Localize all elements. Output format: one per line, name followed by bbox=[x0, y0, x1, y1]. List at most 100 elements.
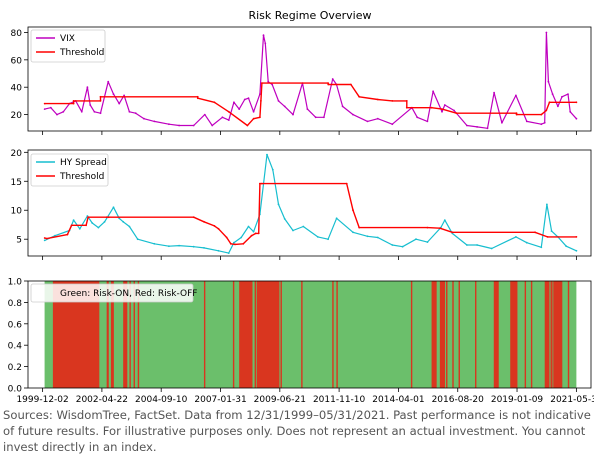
x-tick-label: 2004-09-10 bbox=[135, 395, 188, 405]
hy-spread-line-point bbox=[525, 241, 528, 244]
vix-legend-label: VIX bbox=[60, 34, 75, 44]
vix-line-point bbox=[416, 116, 419, 119]
risk-off-span bbox=[336, 281, 338, 388]
vix-line-point bbox=[432, 90, 434, 93]
hy-spread-line-point bbox=[327, 238, 329, 241]
hy-threshold-line-point bbox=[451, 231, 454, 234]
risk-off-span bbox=[256, 281, 280, 388]
x-tick-label: 2011-11-10 bbox=[313, 395, 366, 405]
x-tick-label: 2007-01-31 bbox=[194, 395, 246, 405]
x-tick-label: 2016-08-20 bbox=[432, 395, 485, 405]
risk-off-span bbox=[530, 281, 533, 388]
hy-threshold-line-point bbox=[45, 237, 48, 240]
vix-threshold-line-point bbox=[391, 100, 394, 102]
y-tick-label: 15 bbox=[11, 178, 22, 188]
hy-threshold-line-point bbox=[345, 182, 348, 185]
regime-plot-frame bbox=[27, 280, 592, 389]
hy-threshold-line-point bbox=[546, 236, 549, 238]
vix-line-point bbox=[292, 113, 294, 116]
y-tick-label: 20 bbox=[11, 111, 23, 121]
vix-line-point bbox=[551, 93, 554, 95]
vix-threshold-line-point bbox=[430, 106, 433, 109]
hy-plot-frame bbox=[27, 149, 592, 257]
hy-spread-line-point bbox=[476, 244, 478, 246]
vix-line-point bbox=[221, 116, 224, 119]
vix-line-point bbox=[545, 31, 548, 34]
vix-line-point bbox=[262, 34, 265, 37]
risk-off-span bbox=[110, 281, 114, 388]
hy-threshold-line-point bbox=[107, 216, 110, 219]
hy-threshold-line-point bbox=[439, 227, 441, 230]
vix-threshold-line-point bbox=[358, 95, 361, 98]
vix-y-axis: 20 40 60 80 bbox=[11, 29, 28, 121]
regime-y-axis: 0.0 0.2 0.4 0.6 0.8 1.0 bbox=[8, 278, 28, 395]
hy-spread-line-point bbox=[352, 231, 354, 234]
hy-spread-line-point bbox=[112, 206, 115, 209]
vix-panel: 20 40 60 80 VIX Threshold bbox=[11, 26, 592, 132]
risk-off-span bbox=[232, 281, 235, 388]
vix-line-point bbox=[441, 110, 443, 113]
vix-line bbox=[44, 31, 577, 129]
vix-threshold-line-point bbox=[72, 100, 75, 102]
risk-off-span bbox=[446, 281, 448, 388]
vix-threshold-line-point bbox=[515, 112, 518, 115]
date-x-axis: 1999-12-02 2002-04-22 2004-09-10 2007-01-31… bbox=[16, 131, 594, 405]
vix-line-point bbox=[168, 123, 170, 126]
hy-spread-line-point bbox=[217, 249, 220, 252]
hy-spread-line-point bbox=[247, 225, 250, 228]
hy-spread-line-point bbox=[153, 242, 156, 245]
vix-line-point bbox=[561, 95, 563, 98]
hy-threshold-line-point bbox=[217, 227, 220, 230]
vix-line-point bbox=[227, 119, 230, 121]
x-tick-label: 2002-04-22 bbox=[76, 395, 128, 405]
hy-spread-line-point bbox=[233, 241, 235, 244]
vix-threshold-line-point bbox=[455, 112, 458, 115]
risk-off-span bbox=[567, 281, 570, 388]
x-tick-label: 2021-05-31 bbox=[550, 395, 594, 405]
hy-spread-line-point bbox=[565, 245, 568, 248]
risk-off-span bbox=[137, 281, 140, 388]
hy-spread-line-point bbox=[283, 218, 286, 220]
vix-line-point bbox=[99, 112, 102, 115]
hy-spread-line-point bbox=[227, 252, 230, 255]
risk-off-span bbox=[452, 281, 454, 388]
hy-spread-line-point bbox=[546, 203, 548, 206]
vix-line-point bbox=[323, 116, 325, 119]
risk-off-span bbox=[431, 281, 437, 388]
vix-threshold-line-point bbox=[441, 108, 443, 110]
hy-spread-line-point bbox=[122, 220, 125, 223]
vix-line-point bbox=[259, 93, 261, 95]
regime-panel: 0.0 0.2 0.4 0.6 0.8 1.0 Green: Risk-ON, Red: … bbox=[8, 278, 592, 395]
hy-threshold-line-point bbox=[250, 234, 253, 237]
vix-threshold-line-point bbox=[99, 95, 102, 98]
hy-threshold-line-point bbox=[358, 226, 361, 229]
vix-threshold-line-point bbox=[261, 82, 263, 84]
vix-threshold-line-point bbox=[260, 100, 262, 102]
hy-threshold-line-point bbox=[203, 220, 205, 223]
hy-spread-line-point bbox=[136, 238, 139, 241]
vix-threshold-line-point bbox=[252, 117, 255, 120]
hy-spread-panel: 5 10 15 20 HY Spread Threshold bbox=[11, 149, 592, 257]
source-note: Sources: WisdomTree, FactSet. Data from … bbox=[3, 408, 591, 454]
vix-line-point bbox=[128, 110, 131, 113]
hy-spread-line-point bbox=[240, 236, 243, 239]
hy-spread-line-point bbox=[401, 245, 404, 248]
y-tick-label: 0.2 bbox=[8, 363, 22, 373]
hy-spread-line-point bbox=[415, 238, 417, 241]
hy-spread-line-point bbox=[391, 244, 394, 246]
hy-spread-line-point bbox=[540, 246, 543, 249]
vix-line-point bbox=[493, 91, 495, 94]
vix-line-point bbox=[515, 94, 517, 97]
hy-spread-line-point bbox=[266, 153, 268, 156]
hy-threshold-line-point bbox=[225, 236, 228, 239]
vix-line-point bbox=[501, 121, 503, 124]
vix-line-point bbox=[391, 123, 394, 126]
risk-off-span bbox=[510, 281, 518, 388]
hy-spread-line-point bbox=[252, 230, 255, 233]
risk-off-span bbox=[524, 281, 527, 388]
hy-threshold-line-point bbox=[261, 182, 263, 185]
y-tick-label: 0.6 bbox=[8, 320, 23, 330]
vix-threshold-line-point bbox=[376, 98, 379, 101]
hy-threshold-line-point bbox=[229, 242, 232, 245]
hy-threshold-line-point bbox=[254, 232, 257, 235]
